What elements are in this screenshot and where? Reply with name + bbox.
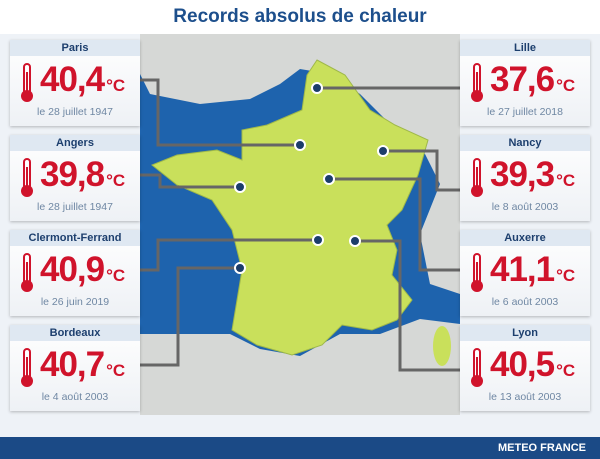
unit: °C <box>556 171 576 190</box>
record-date: le 26 juin 2019 <box>40 296 110 308</box>
city-dot <box>312 234 324 246</box>
thermometer <box>468 252 486 299</box>
record-card: Paris 40,4 °C le 28 juillet 1947 <box>10 40 140 126</box>
thermometer-icon <box>471 253 483 292</box>
thermometer-icon <box>21 158 33 197</box>
record-value: 40,7 °C <box>40 345 125 385</box>
city-name: Nancy <box>460 135 590 151</box>
title: Records absolus de chaleur <box>0 0 600 34</box>
neighbors <box>140 34 460 294</box>
thermometer <box>18 157 36 204</box>
city-name: Angers <box>10 135 140 151</box>
value: 37,6 <box>490 60 555 99</box>
record-card: Clermont-Ferrand 40,9 °C le 26 juin 2019 <box>10 230 140 316</box>
connector <box>383 149 460 192</box>
value: 40,7 <box>40 345 105 384</box>
unit: °C <box>106 171 126 190</box>
record-card: Lyon 40,5 °C le 13 août 2003 <box>460 325 590 411</box>
city-dots <box>234 82 389 274</box>
city-name: Paris <box>10 40 140 56</box>
record-date: le 4 août 2003 <box>41 391 109 403</box>
unit: °C <box>556 266 576 285</box>
record-card: Bordeaux 40,7 °C le 4 août 2003 <box>10 325 140 411</box>
value: 41,1 <box>490 250 555 289</box>
connector <box>140 173 240 189</box>
unit: °C <box>106 76 126 95</box>
record-value: 40,9 °C <box>40 250 125 290</box>
record-value: 37,6 °C <box>490 60 575 100</box>
record-date: le 6 août 2003 <box>491 296 559 308</box>
record-value: 39,8 °C <box>40 155 125 195</box>
record-card: Angers 39,8 °C le 28 juillet 1947 <box>10 135 140 221</box>
footer: METEO FRANCE <box>0 437 600 459</box>
record-date: le 8 août 2003 <box>491 201 559 213</box>
city-name: Clermont-Ferrand <box>10 230 140 246</box>
record-date: le 27 juillet 2018 <box>487 106 563 118</box>
thermometer-icon <box>471 158 483 197</box>
city-dot <box>349 235 361 247</box>
city-name: Lyon <box>460 325 590 341</box>
connector <box>140 266 240 367</box>
city-name: Bordeaux <box>10 325 140 341</box>
city-dot <box>377 145 389 157</box>
thermometer <box>18 62 36 109</box>
value: 40,5 <box>490 345 555 384</box>
record-date: le 28 juillet 1947 <box>37 106 113 118</box>
unit: °C <box>556 361 576 380</box>
corsica <box>433 326 451 366</box>
city-dot <box>294 139 306 151</box>
map <box>140 34 460 415</box>
thermometer-icon <box>21 63 33 102</box>
record-card: Auxerre 41,1 °C le 6 août 2003 <box>460 230 590 316</box>
connector <box>140 238 318 272</box>
value: 39,3 <box>490 155 555 194</box>
thermometer <box>468 347 486 394</box>
city-name: Lille <box>460 40 590 56</box>
value: 40,4 <box>40 60 105 99</box>
value: 40,9 <box>40 250 105 289</box>
record-value: 39,3 °C <box>490 155 575 195</box>
france <box>151 59 429 356</box>
thermometer <box>18 252 36 299</box>
value: 39,8 <box>40 155 105 194</box>
connectors <box>140 78 460 372</box>
connector <box>329 177 460 272</box>
record-date: le 13 août 2003 <box>488 391 562 403</box>
thermometer <box>18 347 36 394</box>
city-dot <box>234 262 246 274</box>
city-dot <box>234 181 246 193</box>
thermometer-icon <box>21 348 33 387</box>
city-name: Auxerre <box>460 230 590 246</box>
thermometer-icon <box>471 348 483 387</box>
spain-italy <box>140 319 460 415</box>
city-dot <box>311 82 323 94</box>
connector <box>140 78 300 147</box>
record-card: Lille 37,6 °C le 27 juillet 2018 <box>460 40 590 126</box>
thermometer <box>468 157 486 204</box>
city-dot <box>323 173 335 185</box>
thermometer-icon <box>21 253 33 292</box>
thermometer <box>468 62 486 109</box>
thermometer-icon <box>471 63 483 102</box>
unit: °C <box>106 361 126 380</box>
record-value: 40,5 °C <box>490 345 575 385</box>
record-value: 40,4 °C <box>40 60 125 100</box>
unit: °C <box>106 266 126 285</box>
unit: °C <box>556 76 576 95</box>
record-date: le 28 juillet 1947 <box>37 201 113 213</box>
record-value: 41,1 °C <box>490 250 575 290</box>
connector <box>355 239 460 372</box>
record-card: Nancy 39,3 °C le 8 août 2003 <box>460 135 590 221</box>
